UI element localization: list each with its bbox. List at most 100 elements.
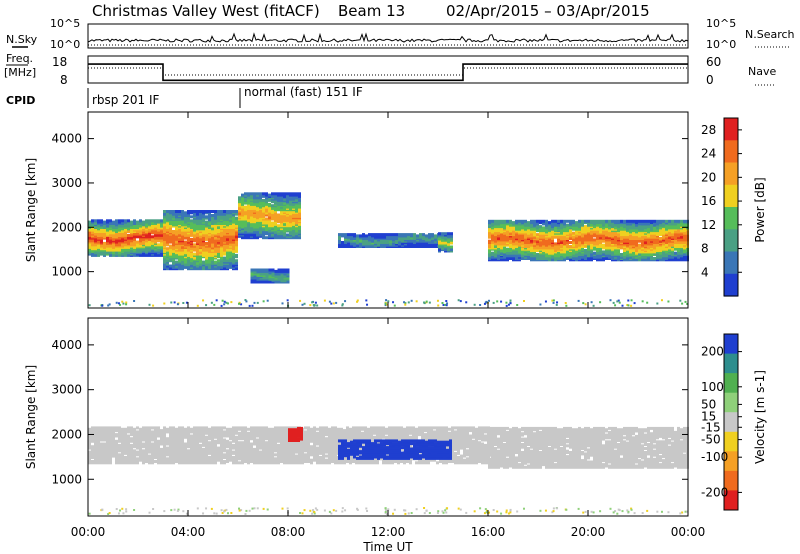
cpid-label: CPID xyxy=(6,94,35,107)
velocity-cell xyxy=(130,460,133,463)
power-cell xyxy=(671,219,674,223)
power-cell xyxy=(176,303,179,306)
velocity-cell xyxy=(103,450,106,454)
power-cell xyxy=(667,300,670,303)
power-cell xyxy=(644,229,647,233)
power-cell xyxy=(347,235,350,239)
power-cell xyxy=(115,228,118,232)
velocity-cell xyxy=(115,445,118,449)
power-cell xyxy=(251,304,254,307)
power-cell xyxy=(533,219,536,223)
power-cell xyxy=(223,237,226,241)
freq-right-tick-top: 60 xyxy=(706,55,721,69)
freq-label: Freq. xyxy=(6,52,33,65)
power-cell xyxy=(220,233,223,237)
power-cell xyxy=(136,232,139,236)
power-cell xyxy=(211,214,214,217)
power-cell xyxy=(544,300,547,303)
power-cell xyxy=(551,237,554,240)
power-cell xyxy=(265,268,269,272)
power-cell xyxy=(232,210,235,213)
power-cell xyxy=(187,237,190,241)
velocity-cell xyxy=(112,441,115,445)
power-cell xyxy=(115,239,118,243)
noise-right-tick-bottom: 10^0 xyxy=(706,38,736,51)
power-cell xyxy=(575,243,578,247)
power-cell xyxy=(298,226,301,230)
power-cell xyxy=(250,216,253,220)
power-cell xyxy=(247,192,250,196)
power-cell xyxy=(223,210,226,213)
power-cell xyxy=(582,302,585,305)
power-cell xyxy=(416,234,419,238)
power-cell xyxy=(614,219,617,223)
power-cell xyxy=(208,210,211,213)
power-cell xyxy=(211,243,214,247)
power-cell xyxy=(175,240,178,244)
noise-sky-line xyxy=(87,32,689,43)
power-cell xyxy=(187,251,190,255)
power-cell xyxy=(647,258,650,262)
velocity-cell xyxy=(103,426,106,430)
power-cell xyxy=(419,245,422,248)
power-cell xyxy=(668,238,671,242)
power-cell xyxy=(572,241,575,244)
velocity-cell xyxy=(130,433,133,437)
power-cell xyxy=(436,299,439,302)
power-cell xyxy=(160,219,163,223)
power-cell xyxy=(626,219,629,223)
power-cell xyxy=(214,260,217,264)
power-cell xyxy=(196,249,199,253)
power-cell xyxy=(488,219,491,223)
power-cell xyxy=(223,231,226,235)
power-cell xyxy=(88,220,91,224)
power-cell xyxy=(494,235,497,239)
power-cell xyxy=(509,237,512,240)
velocity-cell xyxy=(106,443,109,447)
power-cell xyxy=(555,303,558,306)
power-cell xyxy=(268,202,271,206)
power-cell xyxy=(220,226,223,229)
power-cell xyxy=(103,235,106,239)
power-cell xyxy=(617,257,620,260)
power-cell xyxy=(425,234,428,238)
power-cell xyxy=(157,243,160,247)
power-cell xyxy=(223,300,226,303)
power-cell xyxy=(109,236,112,240)
power-cell xyxy=(497,257,500,260)
power-cell xyxy=(184,265,187,269)
power-cell xyxy=(500,219,503,223)
power-cell xyxy=(109,240,112,244)
power-cell xyxy=(166,212,169,216)
power-cell xyxy=(662,227,665,231)
power-cell xyxy=(605,219,608,223)
power-cell xyxy=(629,219,632,223)
power-cell xyxy=(316,304,319,307)
power-cell xyxy=(592,304,595,307)
power-cell xyxy=(262,300,265,303)
power-cell xyxy=(479,304,482,306)
power-cell xyxy=(220,247,223,251)
power-cell xyxy=(494,219,497,223)
power-cell xyxy=(527,257,530,260)
power-cell xyxy=(202,260,205,264)
nave-series-line xyxy=(88,67,688,76)
power-cell xyxy=(487,299,490,302)
power-cell xyxy=(630,304,633,307)
power-cell xyxy=(289,205,292,209)
power-cell xyxy=(515,250,518,254)
power-cell xyxy=(509,226,512,230)
velocity-cell xyxy=(118,438,121,442)
power-cell xyxy=(593,234,596,238)
power-cell xyxy=(232,244,235,248)
velocity-cell xyxy=(130,426,133,430)
power-cell xyxy=(500,233,503,237)
power-cell xyxy=(441,232,444,236)
power-cell xyxy=(630,299,633,302)
power-cell xyxy=(151,241,154,245)
power-cell xyxy=(401,233,404,237)
power-cell xyxy=(575,223,578,227)
power-cell xyxy=(680,258,683,262)
power-cell xyxy=(496,300,499,303)
power-cell xyxy=(230,301,233,304)
